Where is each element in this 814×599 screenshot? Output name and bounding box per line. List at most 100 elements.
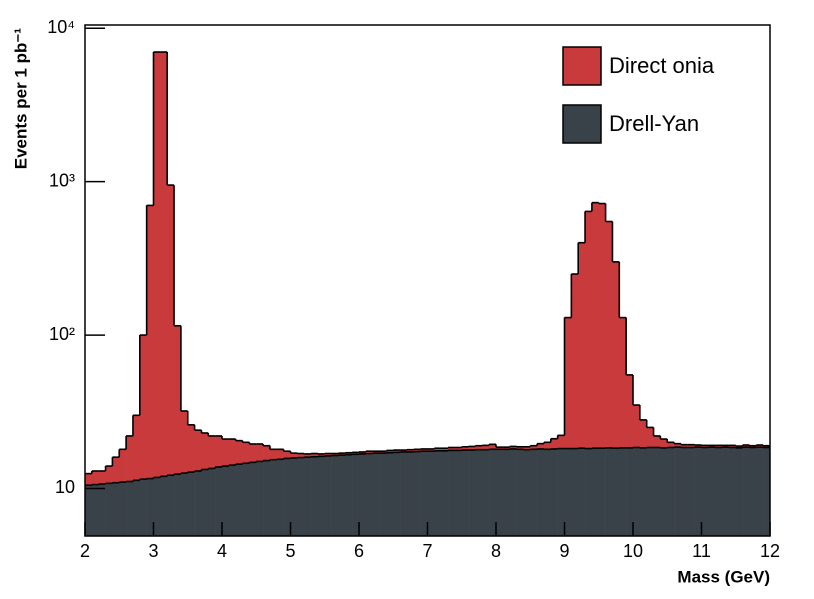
bar	[386, 452, 394, 536]
bar	[735, 447, 743, 536]
bar	[187, 424, 195, 473]
bar	[571, 274, 579, 449]
bar	[496, 447, 504, 450]
bar	[543, 442, 552, 450]
legend-swatch	[562, 46, 602, 86]
bar	[249, 462, 257, 536]
bar	[276, 449, 284, 460]
bar	[235, 464, 243, 536]
bar	[276, 459, 284, 536]
x-tick-label: 6	[354, 541, 364, 561]
bar	[441, 450, 449, 536]
bar	[263, 445, 271, 461]
bar	[228, 439, 236, 466]
bar	[317, 456, 326, 536]
bar	[139, 479, 147, 536]
bar	[619, 447, 627, 536]
bar	[324, 453, 332, 456]
bar	[523, 449, 531, 536]
bar	[331, 455, 339, 536]
bar	[763, 445, 771, 448]
bar	[735, 446, 743, 448]
y-tick-label: 10	[55, 477, 75, 497]
x-tick-label: 9	[559, 541, 569, 561]
bar	[201, 432, 209, 470]
bar	[639, 419, 647, 448]
bar	[523, 446, 531, 450]
bar	[256, 443, 264, 462]
bar	[749, 447, 757, 536]
bar	[345, 454, 353, 536]
bar	[174, 474, 182, 536]
x-axis-title: Mass (GeV)	[677, 567, 770, 586]
bar	[674, 447, 682, 536]
bar	[132, 480, 141, 536]
bar	[201, 469, 209, 536]
x-tick-label: 10	[623, 541, 643, 561]
bar	[591, 448, 600, 536]
x-tick-label: 4	[217, 541, 227, 561]
bar	[215, 435, 223, 468]
bar	[633, 405, 641, 448]
bar	[468, 446, 476, 451]
bar	[653, 435, 661, 448]
bar	[304, 453, 312, 458]
bar	[139, 335, 147, 480]
bar	[132, 415, 141, 481]
bar	[420, 451, 428, 536]
bar	[352, 452, 360, 455]
bar	[708, 445, 716, 448]
bar	[126, 481, 134, 536]
bar	[578, 242, 586, 449]
bar	[516, 449, 524, 536]
bar	[722, 445, 730, 448]
bar	[694, 445, 702, 448]
bar	[543, 449, 552, 536]
bar	[372, 453, 380, 536]
bar	[91, 470, 99, 485]
bar	[153, 52, 161, 478]
bar	[249, 443, 257, 463]
bar	[208, 435, 216, 469]
bar	[612, 448, 620, 536]
bar	[680, 447, 689, 536]
bar	[413, 449, 421, 452]
bar	[126, 435, 134, 482]
bar	[324, 455, 332, 536]
bar	[256, 461, 264, 536]
bar	[461, 450, 469, 536]
x-tick-label: 12	[760, 541, 780, 561]
bar	[722, 447, 730, 536]
bar	[468, 450, 476, 536]
bar	[167, 475, 175, 536]
bar	[502, 447, 510, 450]
bar	[756, 447, 764, 536]
bar	[160, 476, 168, 536]
bar	[530, 445, 538, 450]
bar	[98, 483, 106, 536]
bar	[269, 449, 278, 460]
bar	[290, 453, 298, 458]
bar	[701, 445, 709, 448]
bar	[379, 451, 387, 454]
bar	[448, 450, 456, 536]
bar	[194, 470, 202, 536]
bar	[687, 444, 695, 448]
legend-swatch	[562, 104, 602, 144]
x-tick-label: 8	[491, 541, 501, 561]
bar	[454, 450, 463, 536]
bar	[550, 448, 558, 536]
bar	[167, 185, 175, 476]
bar	[406, 451, 415, 536]
bar	[228, 465, 236, 536]
bar	[667, 442, 675, 448]
bar	[585, 211, 593, 449]
bar	[763, 447, 771, 536]
bar	[242, 463, 250, 536]
bar	[420, 448, 428, 452]
bar	[338, 453, 346, 456]
bar	[502, 449, 510, 536]
bar	[715, 447, 723, 536]
bar	[263, 460, 271, 536]
bar	[557, 448, 565, 536]
